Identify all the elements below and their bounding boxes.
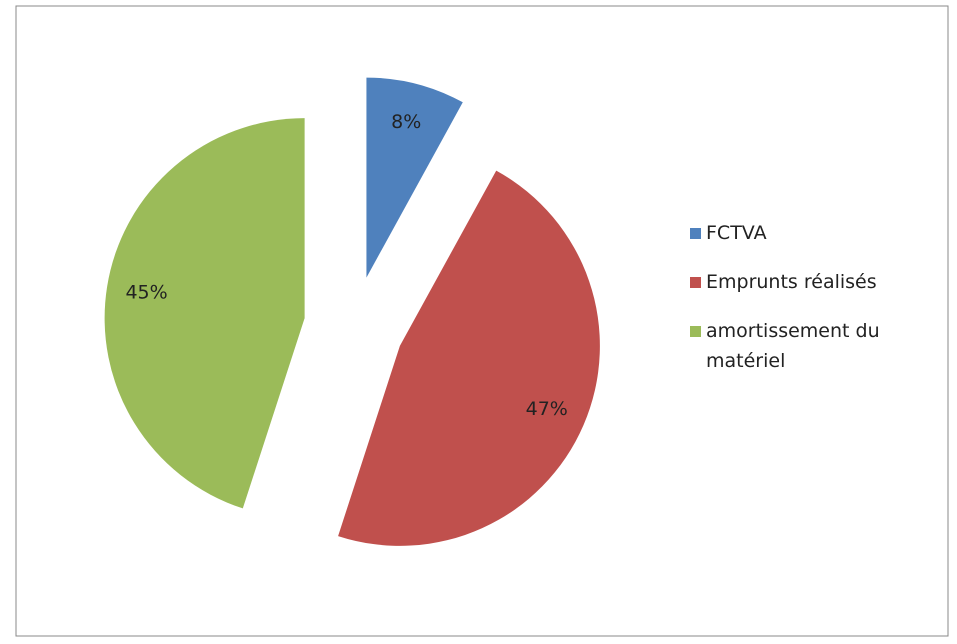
pie-slice (338, 170, 600, 546)
data-label: 8% (391, 111, 421, 133)
pie-slice (366, 77, 463, 278)
legend-swatch (690, 277, 701, 288)
legend: FCTVA Emprunts réalisés amortissement du m… (690, 218, 940, 395)
legend-item: FCTVA (690, 218, 940, 248)
legend-label: FCTVA (706, 222, 767, 244)
data-label: 45% (125, 282, 167, 304)
legend-item: amortissement du matériel (690, 316, 940, 376)
data-label: 47% (526, 398, 568, 420)
legend-swatch (690, 326, 701, 337)
legend-item: Emprunts réalisés (690, 267, 940, 297)
legend-label: amortissement du matériel (706, 320, 880, 372)
legend-label: Emprunts réalisés (706, 271, 877, 293)
pie-slice (104, 118, 305, 509)
legend-swatch (690, 228, 701, 239)
